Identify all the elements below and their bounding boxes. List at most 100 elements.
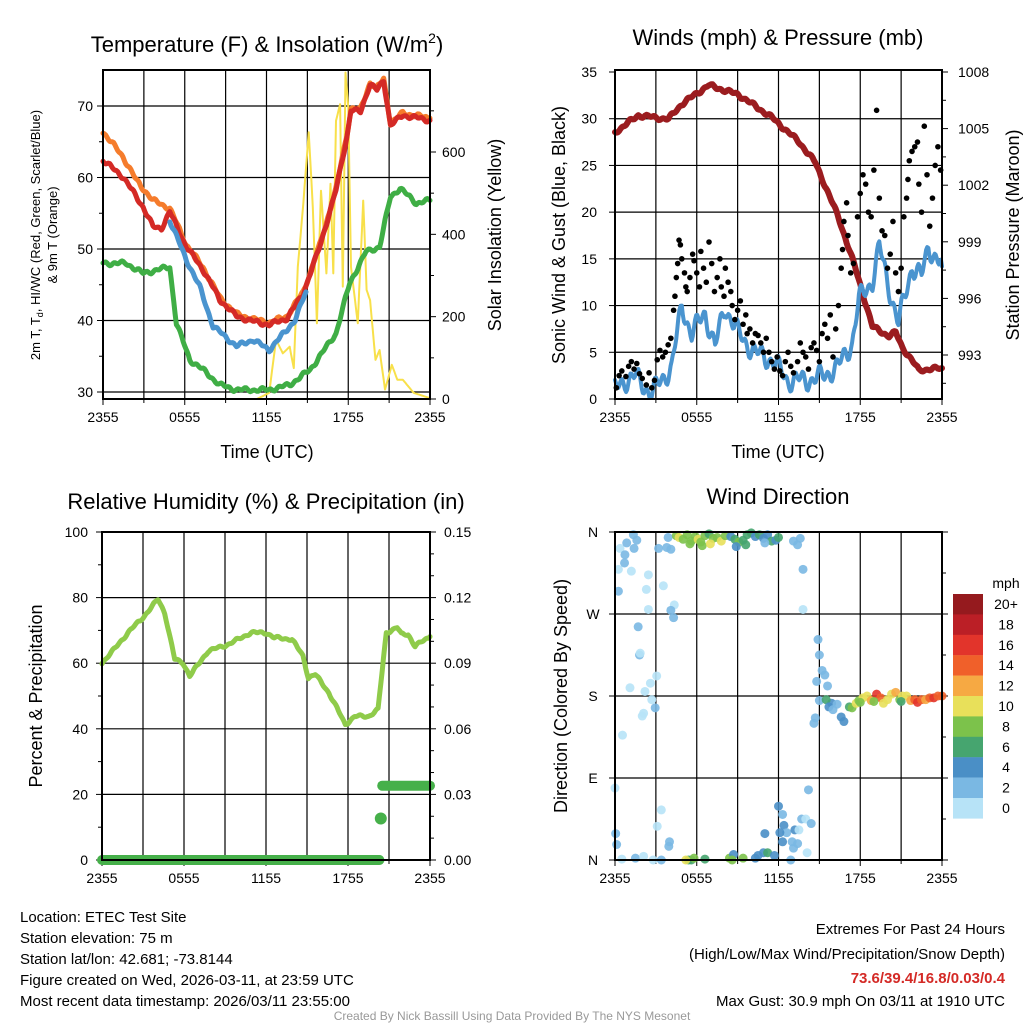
wind-direction-panel-title: Wind Direction (706, 484, 849, 509)
gust-point (668, 335, 674, 342)
gust-point (887, 251, 894, 257)
wind-xtick-label: 1155 (763, 409, 793, 425)
gust-point (805, 366, 812, 372)
direction-point (787, 837, 797, 847)
direction-point (810, 713, 820, 723)
gust-point (779, 372, 786, 379)
pressure-ytick-label: 996 (958, 290, 982, 306)
precip-ytick-label: 0.12 (444, 590, 471, 606)
direction-point (641, 584, 651, 594)
gust-point (616, 372, 622, 379)
series-2m-t-line (100, 79, 433, 329)
credit-text: Created By Nick Bassill Using Data Provi… (334, 1009, 691, 1023)
gust-point (636, 370, 643, 377)
pressure-ytick-label: 1002 (958, 177, 989, 193)
gust-point (841, 218, 847, 225)
gust-point (706, 239, 712, 245)
legend-label: 20+ (994, 596, 1018, 612)
legend-label: 18 (998, 616, 1014, 632)
gust-point (687, 274, 693, 281)
direction-point (633, 622, 643, 632)
wind-y-label: Sonic Wind & Gust (Blue, Black) (549, 106, 569, 364)
gust-point (717, 256, 723, 262)
series-2m-td-line (100, 185, 433, 395)
gust-point (760, 349, 767, 356)
precip-ytick-label: 0.03 (444, 786, 471, 802)
gust-point (691, 257, 697, 264)
direction-point (645, 678, 655, 688)
gust-point (824, 335, 831, 342)
gust-point (901, 214, 907, 220)
direction-point (652, 671, 662, 681)
gust-point (718, 284, 725, 290)
legend-label: 6 (1002, 739, 1010, 755)
gust-point (683, 284, 689, 290)
temp-xtick-label: 0555 (169, 409, 200, 425)
gust-point (906, 157, 913, 164)
gust-point (774, 354, 780, 360)
gust-point (684, 288, 691, 295)
rh-xtick-label: 2355 (86, 870, 117, 886)
rh-ytick-label: 80 (72, 590, 88, 606)
gust-point (879, 228, 885, 234)
direction-point (763, 848, 773, 858)
wind-ytick-label: 10 (581, 298, 597, 314)
direction-point (778, 809, 788, 819)
gust-point (662, 349, 669, 356)
humidity-y-label: Percent & Precipitation (26, 604, 46, 787)
gust-point (932, 162, 938, 169)
dir-xtick-label: 1155 (763, 870, 793, 886)
legend-swatch (953, 594, 983, 615)
direction-point (625, 683, 635, 693)
gust-point (876, 195, 883, 201)
direction-point (652, 821, 662, 831)
direction-point (795, 533, 805, 543)
gust-point (838, 265, 844, 272)
gust-point (708, 260, 715, 267)
elevation-text: Station elevation: 75 m (20, 930, 173, 947)
sustained-wind-line (613, 239, 944, 400)
direction-point (613, 564, 623, 574)
speed-legend: 20+ 18 16 14 12 10 8 6 4 2 0 (953, 594, 1018, 819)
winds-panel-title: Winds (mph) & Pressure (mb) (633, 25, 924, 50)
gust-point (698, 248, 704, 255)
direction-point (632, 535, 642, 545)
gust-point (830, 354, 836, 360)
gust-point (696, 284, 703, 290)
gust-point (777, 368, 783, 374)
gust-point (744, 330, 750, 337)
gust-point (827, 312, 834, 318)
gust-point (654, 356, 661, 363)
location-text: Location: ETEC Test Site (20, 909, 186, 926)
pressure-y-label: Station Pressure (Maroon) (1003, 129, 1023, 340)
direction-point (798, 604, 808, 614)
solar-ytick-label: 0 (442, 391, 450, 407)
station-info: Location: ETEC Test Site Station elevati… (20, 909, 354, 1010)
gust-point (857, 190, 864, 197)
direction-point (738, 853, 748, 863)
wind-plot-border (614, 69, 943, 400)
latlon-text: Station lat/lon: 42.681; -73.8144 (20, 951, 233, 968)
direction-point (626, 566, 636, 576)
rh-xtick-label: 1755 (332, 870, 363, 886)
wind-xtick-label: 2355 (926, 409, 957, 425)
legend-swatch (953, 736, 983, 758)
direction-point (869, 696, 879, 706)
gust-point (847, 270, 854, 276)
direction-point (639, 708, 649, 718)
series-hi-wc-line (167, 219, 309, 355)
direction-point (731, 542, 741, 552)
legend-label: 8 (1002, 718, 1010, 734)
gust-point (743, 312, 749, 318)
rh-xtick-label: 2355 (414, 870, 445, 886)
gust-point (646, 370, 652, 376)
solar-ytick-label: 600 (442, 144, 466, 160)
solar-y-label: Solar Insolation (Yellow) (485, 139, 505, 331)
rh-ytick-label: 20 (72, 786, 88, 802)
precip-point (374, 812, 387, 825)
gust-point (843, 200, 850, 206)
wind-ytick-label: 30 (581, 111, 597, 127)
gust-point (677, 242, 684, 248)
legend-label: 2 (1002, 780, 1010, 796)
gust-point (926, 223, 933, 229)
